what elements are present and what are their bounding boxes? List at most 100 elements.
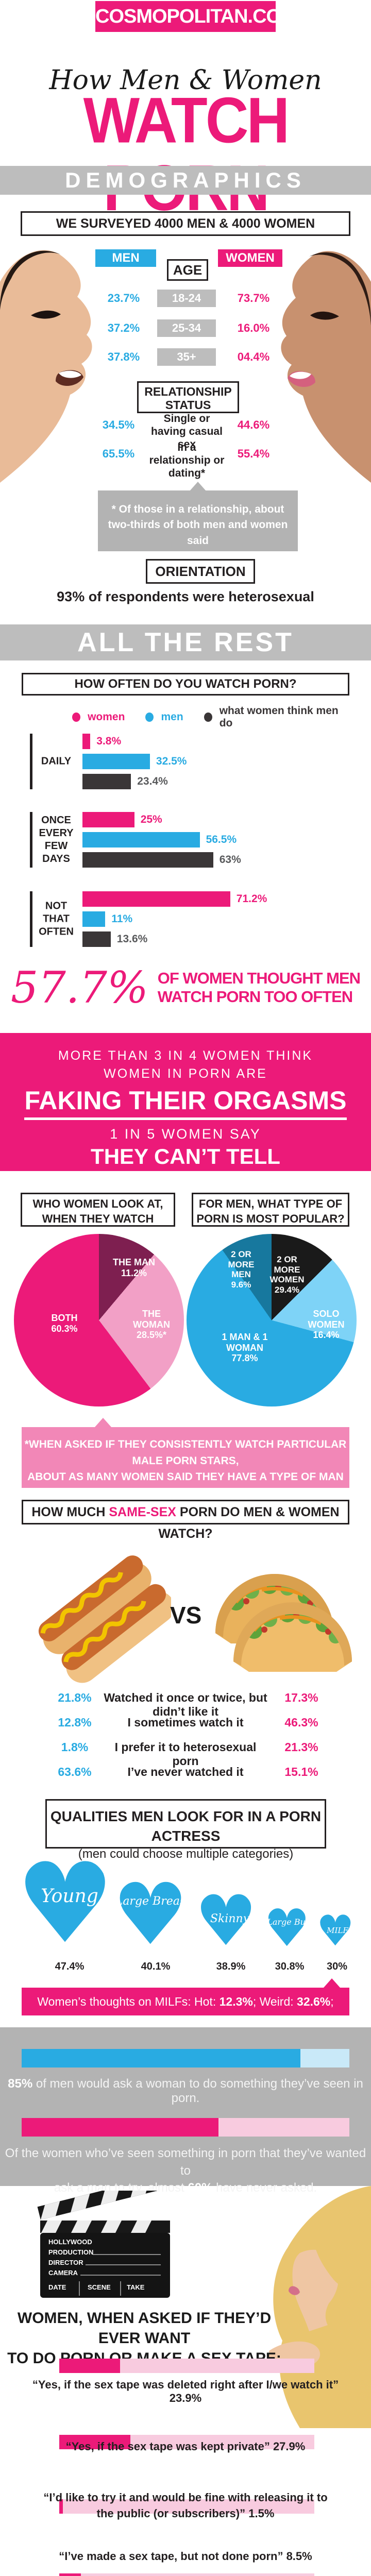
faking-line4: 1 IN 5 WOMEN SAY xyxy=(110,1126,261,1142)
faking-line5: THEY CAN’T TELL xyxy=(91,1144,280,1168)
svg-text:CAMERA: CAMERA xyxy=(48,2269,78,2277)
bar-women xyxy=(82,891,230,907)
note-line: two-thirds of both men and women said xyxy=(108,519,288,547)
milf-text: ; Weird: xyxy=(252,1995,297,2008)
callout-line: ABOUT AS MANY WOMEN SAID THEY HAVE A TYP… xyxy=(27,1471,344,1499)
hdr-line: WHO WOMEN LOOK AT, xyxy=(32,1197,163,1210)
svg-text:DIRECTOR: DIRECTOR xyxy=(48,2259,83,2266)
faking-line2: WOMEN IN PORN ARE xyxy=(104,1066,267,1081)
women-ask-bar-fill xyxy=(22,2118,218,2137)
hdr-line: PORN IS MOST POPULAR? xyxy=(196,1212,345,1225)
bar-group-not-that-often: NOT THAT OFTEN 71.2% 11% 13.6% xyxy=(0,891,361,947)
pie-label-solo-women: SOLO WOMEN 16.4% xyxy=(303,1309,349,1341)
svg-text:PRODUCTION: PRODUCTION xyxy=(48,2248,93,2256)
bar-value: 63% xyxy=(219,854,241,866)
pie-label: THE MAN xyxy=(113,1257,155,1267)
title-line2: WATCH PORN xyxy=(83,83,290,222)
legend: women men what women think men do xyxy=(72,705,340,730)
bar-women xyxy=(82,734,91,749)
callout-pointer xyxy=(95,1418,111,1427)
pie-label: 2 OR MORE WOMEN xyxy=(269,1255,305,1285)
stat-label-line: WATCH PORN TOO OFTEN xyxy=(157,988,353,1006)
heart-large-butt-label: Large Butt xyxy=(267,1917,312,1927)
rel-row-label: In a relationship or dating* xyxy=(149,442,225,480)
age-box: AGE xyxy=(167,259,208,281)
women-value: 17.3% xyxy=(284,1691,318,1704)
rel-row-women: 55.4% xyxy=(237,447,270,460)
faking-line1: MORE THAN 3 IN 4 WOMEN THINK xyxy=(58,1048,313,1063)
band-demographics: DEMOGRAPHICS xyxy=(0,166,371,195)
sextape-caption: “Yes, if the sex tape was deleted right … xyxy=(32,2378,339,2404)
pie-label-1man-1woman: 1 MAN & 1 WOMAN 77.8% xyxy=(216,1332,273,1364)
men-value: 12.8% xyxy=(58,1716,92,1729)
heart-large-breasts-icon: ♥ xyxy=(112,1865,189,1964)
how-often-header-text: HOW OFTEN DO YOU WATCH PORN? xyxy=(74,677,297,691)
legend-think-label: what women think men do xyxy=(219,705,339,729)
age-row-women: 16.0% xyxy=(237,321,270,334)
heart-pct: 30.8% xyxy=(275,1961,305,1972)
sextape-bar xyxy=(59,2435,314,2449)
pie-value: 9.6% xyxy=(231,1279,251,1290)
bar-think xyxy=(82,774,131,789)
women-ask-bar xyxy=(22,2118,349,2137)
rel-row-men: 34.5% xyxy=(102,418,135,431)
svg-text:HOLLYWOOD: HOLLYWOOD xyxy=(48,2238,92,2246)
pie-label: BOTH xyxy=(51,1313,78,1323)
men-chip: MEN xyxy=(95,249,156,267)
women-value: 21.3% xyxy=(284,1740,318,1754)
bar-think xyxy=(82,852,213,868)
pie-value: 60.3% xyxy=(51,1323,78,1334)
row-label: I sometimes watch it xyxy=(127,1716,244,1729)
svg-text:DATE: DATE xyxy=(48,2283,66,2291)
pie-label: SOLO WOMEN xyxy=(308,1309,345,1330)
stat-label: OF WOMEN THOUGHT MEN WATCH PORN TOO OFTE… xyxy=(157,969,361,1006)
pie-label-2-or-more-women: 2 OR MORE WOMEN 29.4% xyxy=(264,1255,310,1295)
women-value: 46.3% xyxy=(284,1716,318,1729)
row-label: I’ve never watched it xyxy=(127,1765,244,1778)
pie-label-the-woman: THE WOMAN 28.5%* xyxy=(123,1309,180,1341)
orientation-text: 93% of respondents were heterosexual xyxy=(57,589,314,604)
age-row-men: 23.7% xyxy=(107,292,140,304)
pie-label: 1 MAN & 1 WOMAN xyxy=(222,1332,268,1353)
rel-row-label: Single or having casual sex xyxy=(151,413,223,451)
note-line: * Of those in a relationship, about xyxy=(111,503,284,515)
pie-label: 2 OR MORE MEN xyxy=(228,1249,255,1280)
title-line1: How Men & Women xyxy=(49,65,322,96)
men-value: 21.8% xyxy=(58,1691,92,1704)
qualities-header: QUALITIES MEN LOOK FOR IN A PORN ACTRESS… xyxy=(45,1799,326,1861)
svg-text:TAKE: TAKE xyxy=(127,2283,145,2291)
sextape-caption: “I’d like to try it and would be fine wi… xyxy=(31,2490,340,2522)
caption-line: Of the women who’ve seen something in po… xyxy=(5,2146,366,2178)
milf-pct: 12.3% xyxy=(219,1995,253,2008)
bar-value: 23.4% xyxy=(137,775,168,787)
bar-think xyxy=(82,931,111,947)
bar-men xyxy=(82,911,106,927)
bar-value: 56.5% xyxy=(206,834,237,845)
pie-value: 28.5%* xyxy=(136,1330,167,1341)
men-ask-bar-fill xyxy=(22,2049,300,2067)
hdr-line: WHEN THEY WATCH xyxy=(42,1212,154,1225)
bar-fill xyxy=(59,2573,81,2576)
same-sex-header: HOW MUCH SAME-SEX PORN DO MEN & WOMEN WA… xyxy=(22,1500,349,1541)
bar-value: 13.6% xyxy=(116,933,148,945)
sextape-bar xyxy=(59,2573,314,2576)
rel-row-women: 44.6% xyxy=(237,418,270,431)
bar-value: 71.2% xyxy=(236,893,267,905)
sextape-bar xyxy=(59,2499,314,2514)
legend-women-label: women xyxy=(88,711,125,723)
heart-milf-label: MILF xyxy=(327,1926,348,1935)
men-value: 1.8% xyxy=(61,1740,89,1754)
hdr-highlight: SAME-SEX xyxy=(109,1505,176,1519)
hdr-line: FOR MEN, WHAT TYPE OF xyxy=(198,1197,343,1210)
row-label: Watched it once or twice, but didn’t lik… xyxy=(104,1691,267,1718)
axis-line xyxy=(30,891,32,947)
age-row-women: 04.4% xyxy=(237,350,270,363)
relationship-note: * Of those in a relationship, about two-… xyxy=(98,490,298,562)
pie-who-women-look-at xyxy=(14,1234,184,1406)
caption-line: “I’d like to try it and would be fine wi… xyxy=(43,2491,328,2504)
heart-skinny-icon: ♥ xyxy=(195,1880,258,1961)
hdr-text: HOW MUCH xyxy=(31,1505,109,1519)
bar-women xyxy=(82,812,134,827)
pie-left-header: WHO WOMEN LOOK AT, WHEN THEY WATCH xyxy=(21,1193,175,1227)
clapperboard-image: HOLLYWOOD PRODUCTION DIRECTOR CAMERA DAT… xyxy=(37,2191,170,2298)
